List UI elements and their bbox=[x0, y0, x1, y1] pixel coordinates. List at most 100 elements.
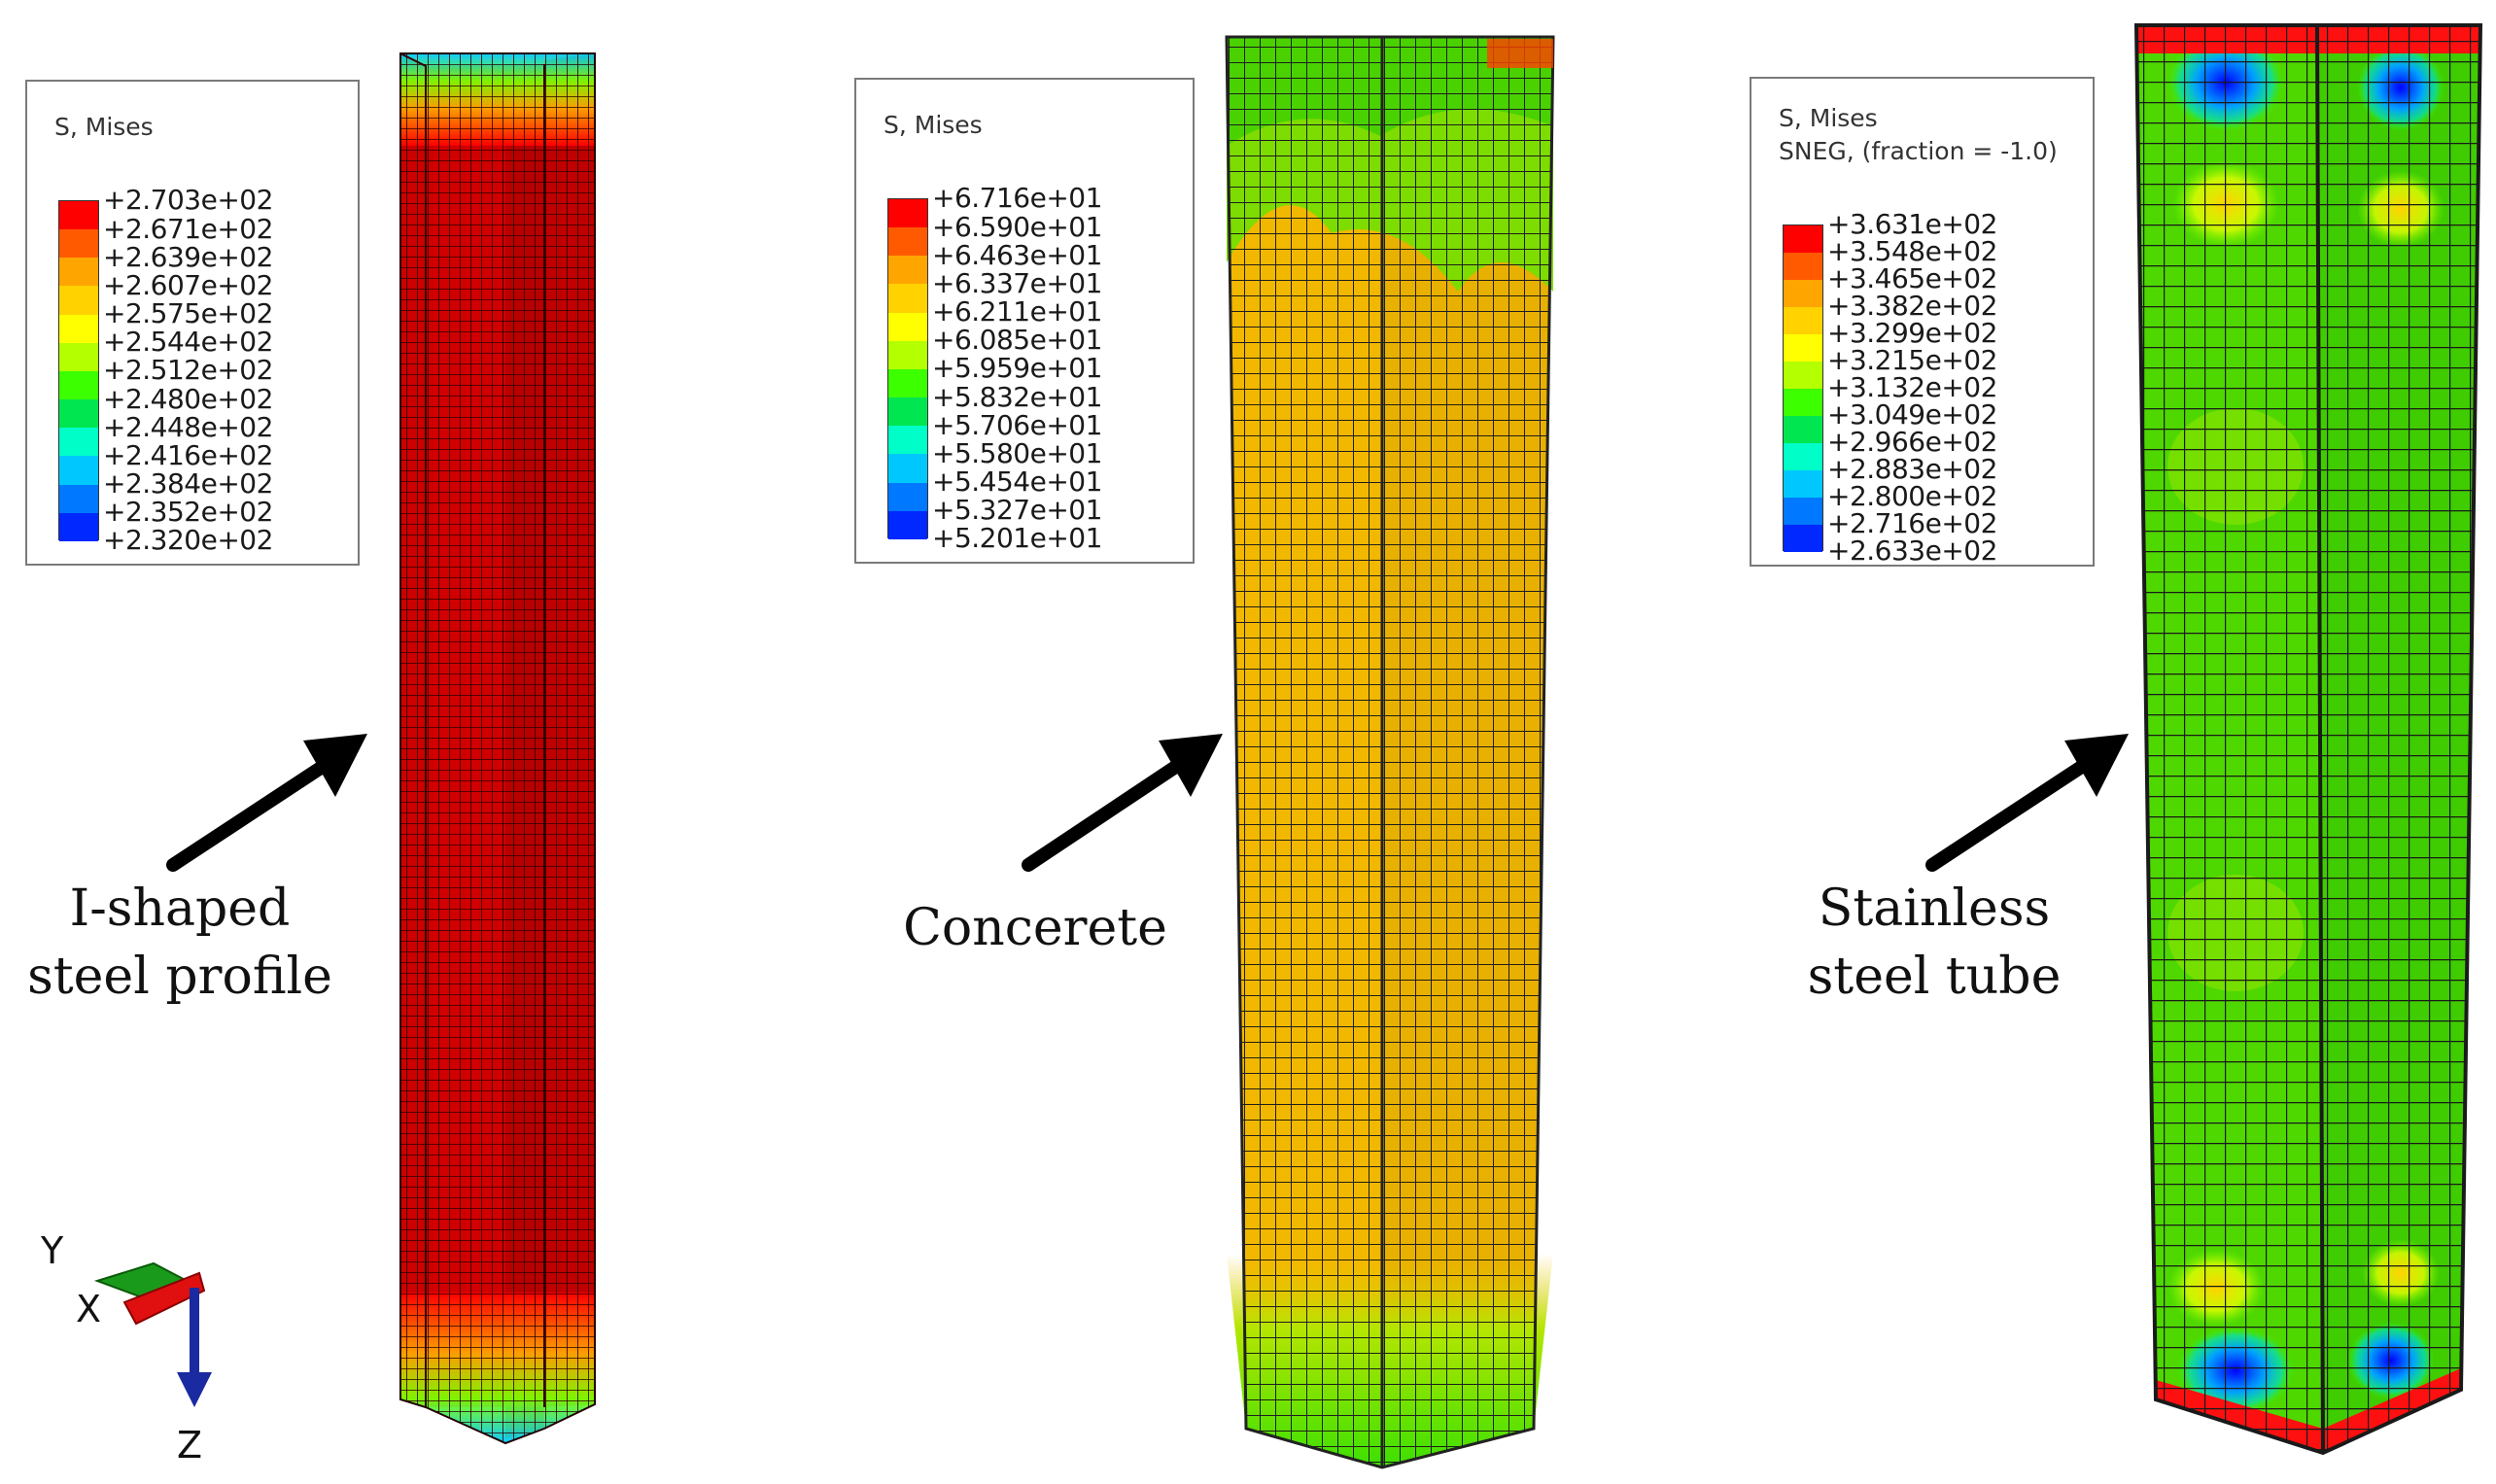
legend-color-swatch bbox=[59, 342, 98, 371]
legend-value: +5.580e+01 bbox=[932, 436, 1102, 469]
legend-value: +2.607e+02 bbox=[103, 268, 273, 301]
stainless-tube-model bbox=[2133, 23, 2483, 1456]
legend-colorbar bbox=[1783, 224, 1823, 552]
legend-color-swatch bbox=[59, 399, 98, 429]
legend-value: +2.512e+02 bbox=[103, 354, 273, 387]
legend-value: +3.299e+02 bbox=[1827, 317, 1997, 349]
legend-value: +2.716e+02 bbox=[1827, 507, 1997, 539]
legend-color-swatch bbox=[1784, 334, 1822, 362]
legend-value: +2.416e+02 bbox=[103, 438, 273, 471]
legend-color-swatch bbox=[59, 201, 98, 230]
legend-color-swatch bbox=[888, 426, 927, 455]
legend-value: +3.049e+02 bbox=[1827, 398, 1997, 431]
legend-color-swatch bbox=[59, 314, 98, 343]
legend-value: +3.631e+02 bbox=[1827, 208, 1997, 240]
legend-title: S, Mises bbox=[1779, 104, 1878, 132]
axis-label-z: Z bbox=[177, 1424, 203, 1467]
legend-value: +5.706e+01 bbox=[932, 408, 1102, 441]
legend-color-swatch bbox=[888, 312, 927, 341]
legend-value: +2.544e+02 bbox=[103, 326, 273, 359]
legend-concrete: S, Mises +6.716e+01 +6.590e+01 +6.463e+01 +… bbox=[854, 78, 1195, 564]
legend-value: +2.966e+02 bbox=[1827, 426, 1997, 458]
legend-value: +2.352e+02 bbox=[103, 496, 273, 529]
legend-color-swatch bbox=[1784, 470, 1822, 498]
legend-value: +5.959e+01 bbox=[932, 352, 1102, 385]
legend-color-swatch bbox=[59, 258, 98, 287]
legend-color-swatch bbox=[1784, 416, 1822, 443]
legend-value: +6.716e+01 bbox=[932, 182, 1102, 215]
legend-value: +2.703e+02 bbox=[103, 184, 273, 217]
legend-value: +2.883e+02 bbox=[1827, 453, 1997, 485]
legend-value: +3.548e+02 bbox=[1827, 235, 1997, 267]
steel-profile-model bbox=[399, 52, 596, 1445]
legend-title: S, Mises bbox=[884, 111, 983, 139]
legend-subtitle: SNEG, (fraction = -1.0) bbox=[1779, 137, 2058, 165]
legend-color-swatch bbox=[1784, 225, 1822, 253]
legend-color-swatch bbox=[59, 428, 98, 457]
legend-color-swatch bbox=[888, 368, 927, 398]
legend-value: +2.800e+02 bbox=[1827, 480, 1997, 512]
legend-value: +2.671e+02 bbox=[103, 212, 273, 245]
legend-value: +2.480e+02 bbox=[103, 382, 273, 415]
label-tube: Stainless steel tube bbox=[1788, 875, 2080, 1011]
legend-value: +3.132e+02 bbox=[1827, 371, 1997, 403]
label-line: Concerete bbox=[903, 899, 1167, 957]
concrete-model bbox=[1225, 35, 1555, 1469]
legend-color-swatch bbox=[1784, 443, 1822, 470]
label-line: Stainless bbox=[1818, 880, 2051, 938]
legend-values: +2.703e+02 +2.671e+02 +2.639e+02 +2.607e+02… bbox=[103, 186, 273, 554]
legend-color-swatch bbox=[1784, 389, 1822, 416]
legend-color-swatch bbox=[888, 284, 927, 313]
legend-color-swatch bbox=[888, 199, 927, 228]
arrow-tube bbox=[1925, 734, 2129, 872]
label-line: I-shaped bbox=[69, 880, 291, 938]
legend-color-swatch bbox=[888, 482, 927, 511]
legend-color-swatch bbox=[888, 397, 927, 427]
legend-color-swatch bbox=[59, 484, 98, 513]
label-line: steel tube bbox=[1807, 948, 2062, 1006]
arrow-concrete bbox=[1022, 734, 1223, 872]
axis-triad bbox=[93, 1261, 212, 1407]
legend-value: +5.201e+01 bbox=[932, 522, 1102, 555]
axis-label-x: X bbox=[76, 1288, 102, 1330]
legend-value: +5.832e+01 bbox=[932, 380, 1102, 413]
legend-color-swatch bbox=[1784, 280, 1822, 307]
legend-color-swatch bbox=[1784, 525, 1822, 552]
legend-color-swatch bbox=[59, 512, 98, 541]
legend-value: +2.320e+02 bbox=[103, 524, 273, 557]
legend-color-swatch bbox=[888, 227, 927, 257]
legend-color-swatch bbox=[59, 286, 98, 315]
legend-colorbar bbox=[887, 198, 928, 539]
legend-value: +2.448e+02 bbox=[103, 410, 273, 443]
legend-value: +2.384e+02 bbox=[103, 466, 273, 500]
legend-value: +2.639e+02 bbox=[103, 240, 273, 273]
legend-values: +6.716e+01 +6.590e+01 +6.463e+01 +6.337e+01… bbox=[932, 184, 1102, 552]
legend-value: +6.337e+01 bbox=[932, 266, 1102, 299]
legend-color-swatch bbox=[59, 456, 98, 485]
legend-value: +3.215e+02 bbox=[1827, 344, 1997, 376]
arrow-steel-profile bbox=[166, 734, 367, 872]
legend-color-swatch bbox=[888, 454, 927, 483]
legend-steel-profile: S, Mises +2.703e+02 +2.671e+02 +2.639e+02 +… bbox=[25, 80, 360, 566]
legend-color-swatch bbox=[59, 229, 98, 259]
label-concrete: Concerete bbox=[880, 894, 1191, 962]
legend-color-swatch bbox=[888, 256, 927, 285]
label-steel-profile: I-shaped steel profile bbox=[19, 875, 340, 1011]
legend-value: +6.590e+01 bbox=[932, 210, 1102, 243]
legend-color-swatch bbox=[59, 370, 98, 400]
legend-color-swatch bbox=[1784, 362, 1822, 389]
legend-color-swatch bbox=[888, 510, 927, 539]
legend-value: +2.633e+02 bbox=[1827, 535, 1997, 567]
legend-values: +3.631e+02 +3.548e+02 +3.465e+02 +3.382e+02… bbox=[1827, 211, 1997, 565]
axis-label-y: Y bbox=[41, 1229, 64, 1272]
legend-color-swatch bbox=[1784, 253, 1822, 280]
legend-color-swatch bbox=[1784, 498, 1822, 525]
legend-value: +5.327e+01 bbox=[932, 494, 1102, 527]
legend-colorbar bbox=[58, 200, 99, 541]
legend-color-swatch bbox=[1784, 307, 1822, 334]
legend-color-swatch bbox=[888, 340, 927, 369]
label-line: steel profile bbox=[27, 948, 332, 1006]
legend-tube: S, Mises SNEG, (fraction = -1.0) +3.631e… bbox=[1750, 77, 2095, 567]
legend-value: +5.454e+01 bbox=[932, 465, 1102, 498]
